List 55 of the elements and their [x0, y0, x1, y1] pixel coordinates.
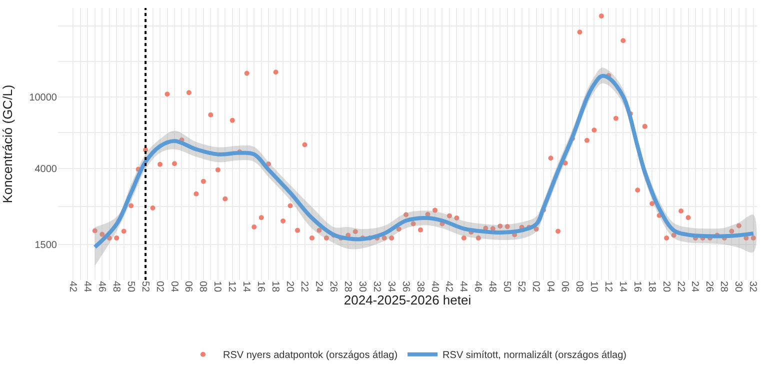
x-tick-label: 52 — [139, 281, 150, 293]
x-axis-title: 2024-2025-2026 hetei — [344, 292, 472, 308]
x-tick-label: 44 — [81, 281, 92, 293]
x-tick-label: 20 — [660, 281, 672, 293]
x-tick-label: 46 — [96, 281, 107, 293]
x-tick-label: 04 — [168, 281, 180, 293]
x-tick-label: 10 — [588, 281, 599, 293]
legend-label: RSV simított, normalizált (országos átlag) — [442, 350, 626, 362]
y-tick-label: 10000 — [29, 92, 58, 104]
x-tick-label: 34 — [385, 281, 396, 293]
x-tick-label: 50 — [124, 281, 136, 293]
legend-label: RSV nyers adatpontok (országos átlag) — [223, 350, 398, 362]
x-tick-label: 14 — [240, 281, 252, 293]
x-tick-label: 28 — [342, 281, 353, 293]
x-tick-label: 24 — [312, 281, 324, 293]
x-tick-label: 06 — [182, 281, 194, 293]
x-tick-label: 52 — [516, 281, 527, 293]
x-tick-label: 32 — [747, 281, 758, 293]
x-tick-label: 26 — [704, 281, 715, 293]
x-tick-label: 06 — [559, 281, 570, 293]
x-tick-label: 48 — [486, 281, 498, 293]
x-tick-label: 02 — [530, 281, 542, 293]
x-tick-label: 42 — [66, 281, 78, 293]
x-tick-label: 12 — [226, 281, 238, 293]
x-tick-label: 44 — [458, 281, 469, 293]
x-tick-label: 24 — [689, 281, 700, 293]
x-tick-label: 04 — [544, 281, 556, 293]
x-tick-label: 14 — [616, 281, 628, 293]
x-tick-label: 38 — [414, 281, 426, 293]
x-tick-label: 20 — [284, 281, 296, 293]
x-tick-label: 42 — [443, 281, 454, 293]
x-tick-label: 28 — [718, 281, 730, 293]
x-tick-label: 46 — [472, 281, 484, 293]
x-tick-label: 10 — [212, 281, 223, 293]
x-tick-label: 32 — [370, 281, 382, 293]
x-tick-label: 18 — [270, 281, 281, 293]
x-tick-label: 30 — [356, 281, 368, 293]
x-tick-label: 18 — [646, 281, 657, 293]
x-tick-label: 16 — [255, 281, 266, 293]
y-axis-title: Koncentráció (GC/L) — [0, 84, 15, 204]
x-tick-label: 22 — [298, 281, 310, 293]
x-tick-label: 16 — [631, 281, 642, 293]
x-tick-label: 36 — [400, 281, 411, 293]
y-tick-label: 4000 — [34, 164, 58, 175]
x-tick-label: 12 — [602, 281, 614, 293]
x-tick-label: 30 — [732, 281, 744, 293]
x-tick-label: 08 — [573, 281, 584, 293]
x-tick-label: 02 — [154, 281, 165, 293]
x-tick-label: 50 — [501, 281, 512, 293]
x-tick-label: 22 — [674, 281, 686, 293]
x-tick-label: 26 — [327, 281, 338, 293]
x-tick-label: 08 — [197, 281, 208, 293]
x-tick-label: 40 — [428, 281, 440, 293]
y-tick-label: 1500 — [34, 240, 58, 252]
x-tick-label: 48 — [110, 281, 122, 293]
